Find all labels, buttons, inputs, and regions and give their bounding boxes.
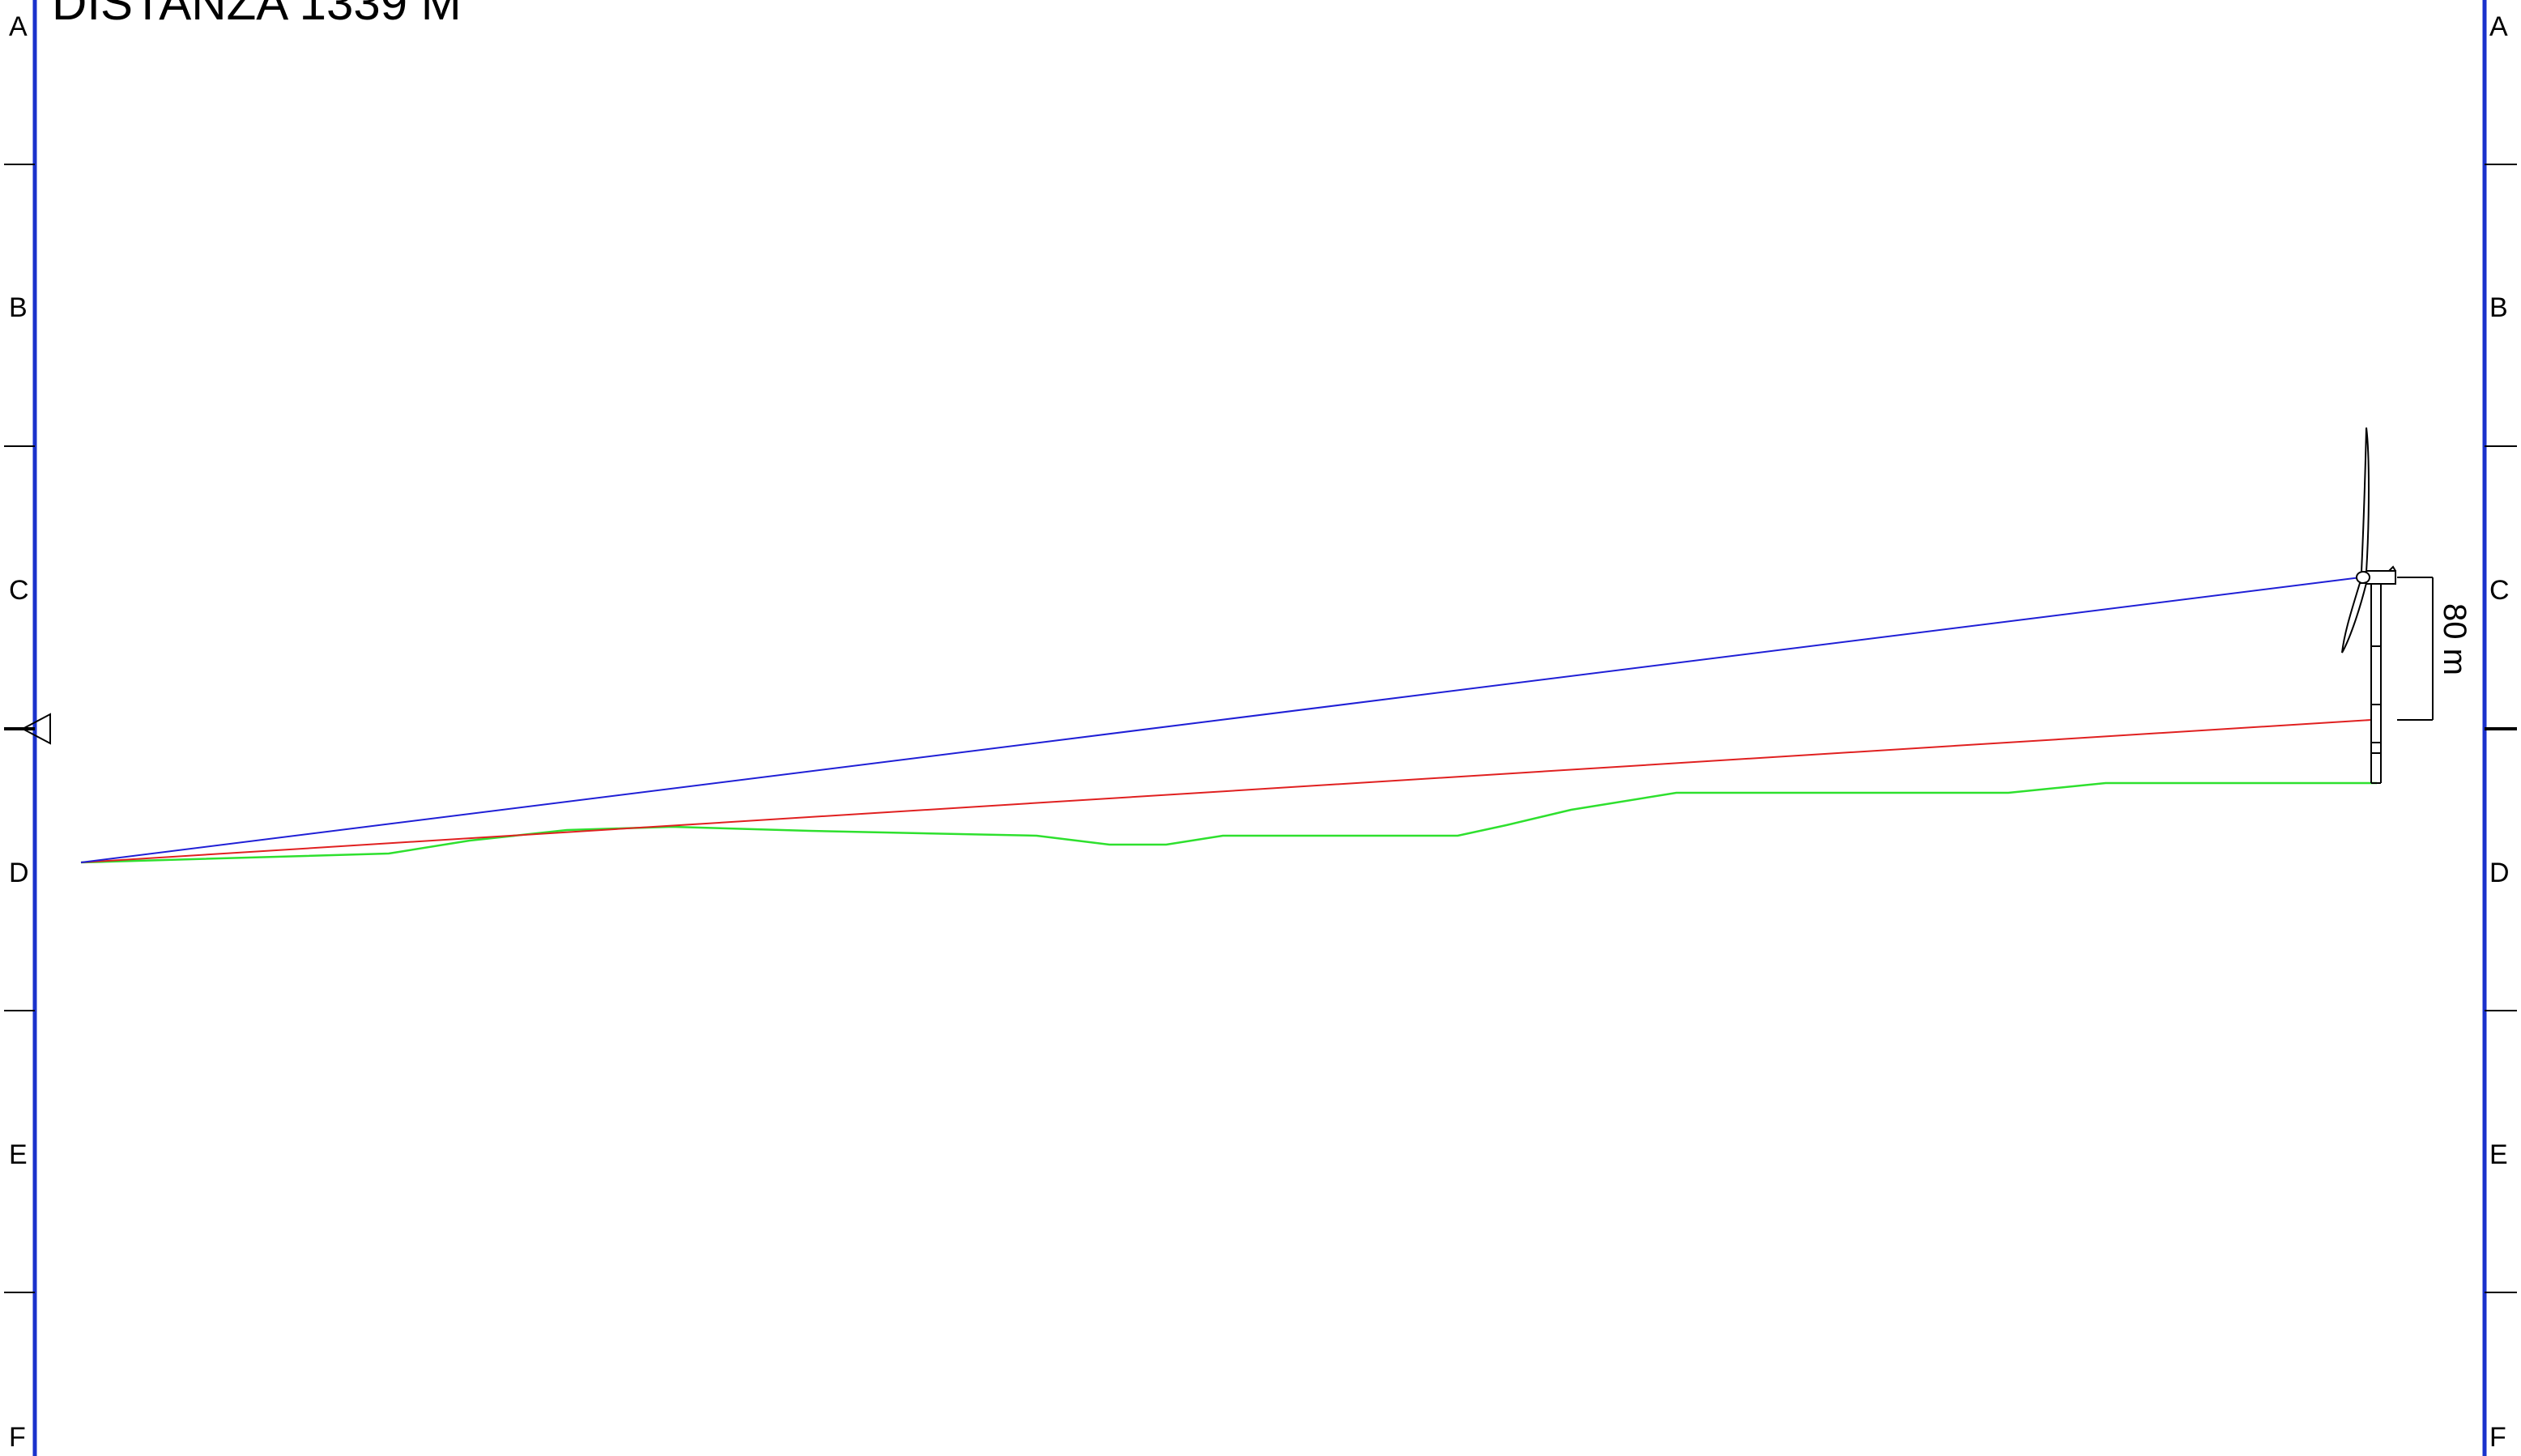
grid-label-left-a: A <box>9 11 28 42</box>
height-dimension-label: 80 m <box>2437 603 2472 675</box>
grid-label-right-d: D <box>2489 858 2510 888</box>
left-grid-ticks <box>4 164 35 1293</box>
grid-label-right-f: F <box>2489 1422 2506 1453</box>
grid-label-left-b: B <box>9 292 28 323</box>
sightline-base-line <box>80 719 2372 863</box>
wind-turbine-icon <box>2341 427 2396 784</box>
grid-label-left-c: C <box>9 575 29 606</box>
terrain-profile-line <box>80 781 2377 864</box>
grid-label-left-f: F <box>9 1422 26 1453</box>
grid-label-right-a: A <box>2489 11 2508 42</box>
grid-label-right-b: B <box>2489 292 2508 323</box>
height-dimension-bracket <box>2397 577 2434 721</box>
right-grid-labels: A B C D E F <box>2489 11 2510 1453</box>
grid-label-left-d: D <box>9 858 29 888</box>
triangle-viewpoint-icon <box>20 713 51 745</box>
right-grid-ticks <box>2485 164 2517 1293</box>
grid-label-right-c: C <box>2489 575 2510 606</box>
grid-label-left-e: E <box>9 1139 28 1170</box>
sightline-hub-line <box>80 577 2361 863</box>
left-grid-labels: A B C D E F <box>9 11 29 1453</box>
distance-title: DISTANZA 1339 M <box>52 0 462 30</box>
grid-label-right-e: E <box>2489 1139 2508 1170</box>
